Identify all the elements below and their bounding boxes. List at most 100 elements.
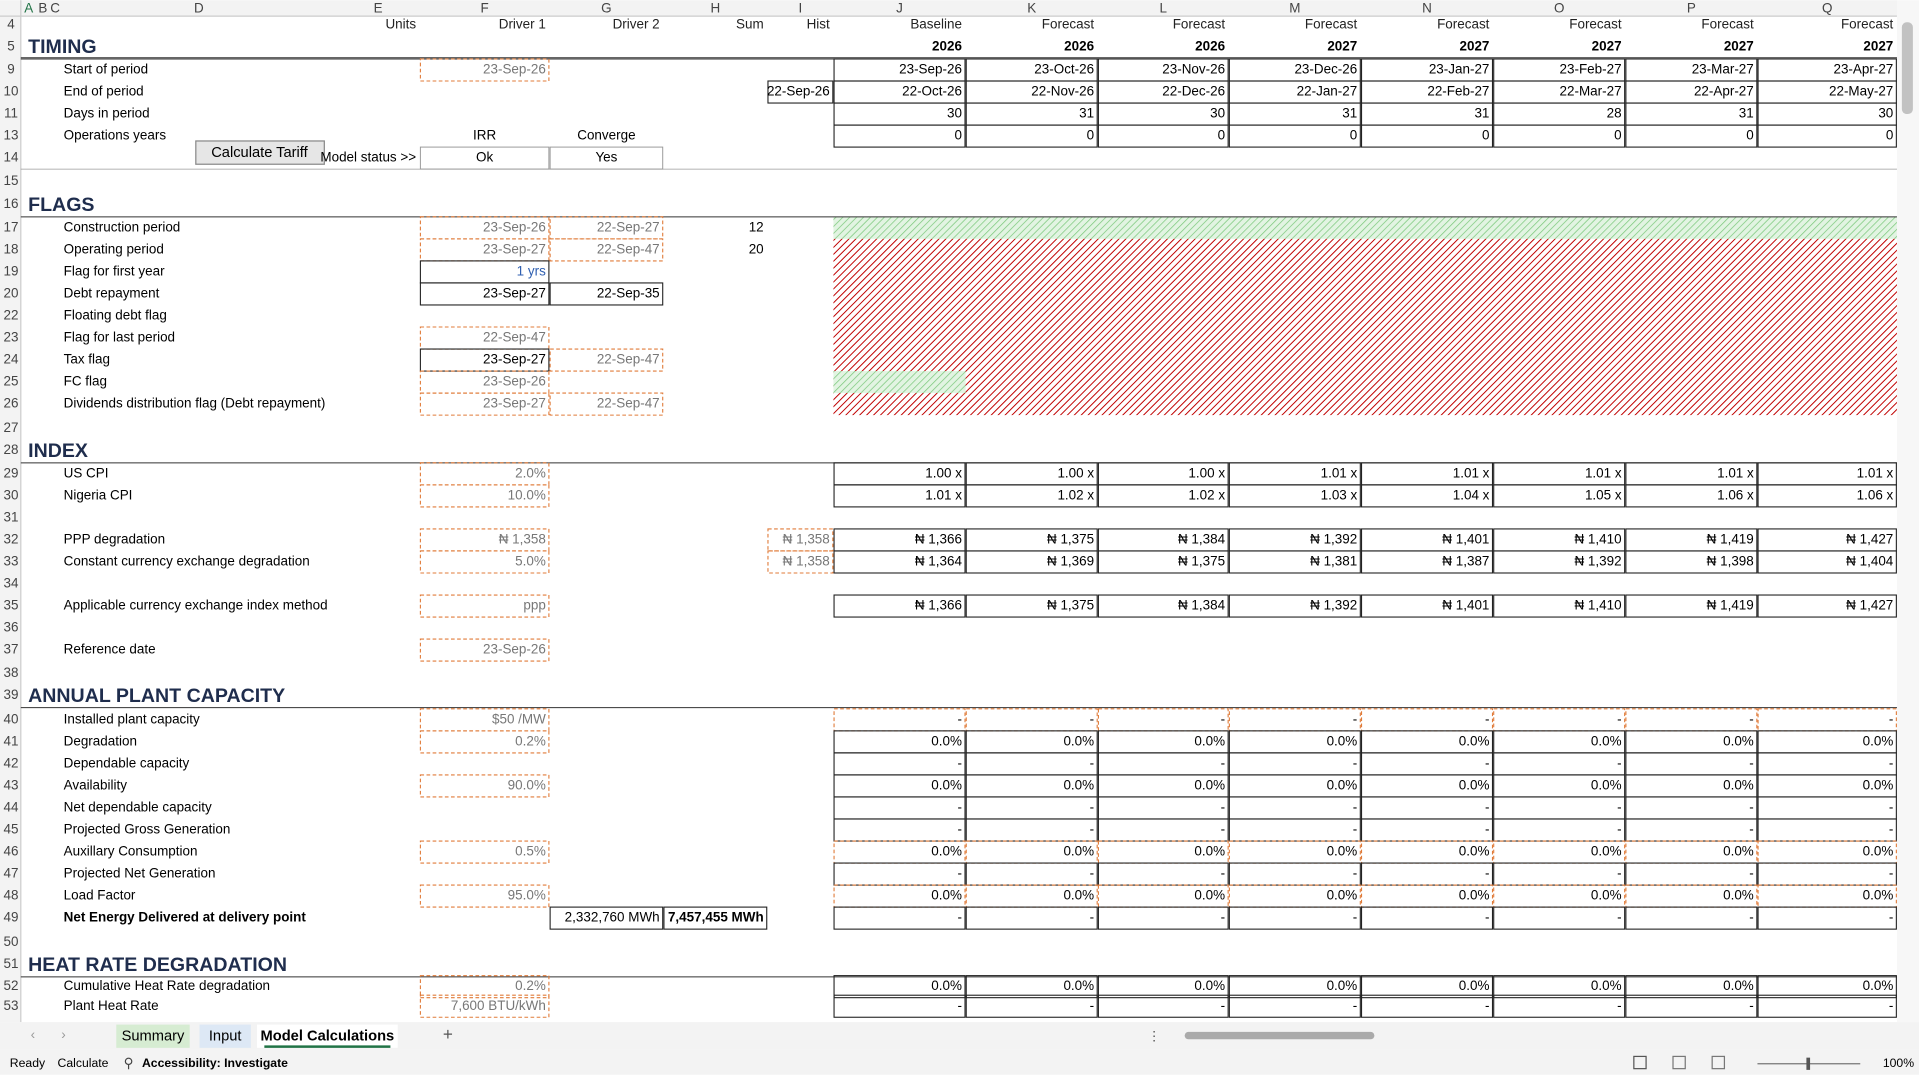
cell-border xyxy=(833,594,966,618)
cell-text: - xyxy=(1221,711,1225,726)
cell-text: 0.0% xyxy=(1194,844,1225,859)
cell-text: - xyxy=(1749,998,1753,1013)
button-label[interactable]: Calculate Tariff xyxy=(211,145,308,161)
cell-text: - xyxy=(1889,711,1893,726)
cell-border xyxy=(1360,484,1494,508)
cell-text: 0.0% xyxy=(1591,844,1622,859)
zoom-thumb[interactable] xyxy=(1806,1057,1811,1070)
cell-text: Model status >> xyxy=(320,150,416,165)
cell-text: - xyxy=(1749,711,1753,726)
cell-text: 23-Jan-27 xyxy=(1429,62,1490,77)
cell-text: Plant Heat Rate xyxy=(64,998,159,1013)
v-scroll-thumb[interactable] xyxy=(1901,22,1913,115)
cell-text: Forecast xyxy=(1173,16,1226,31)
button[interactable] xyxy=(195,140,325,165)
sheet-tab-label[interactable]: Summary xyxy=(122,1029,185,1045)
cell-text: 31 xyxy=(1342,106,1357,121)
cell-text: Net dependable capacity xyxy=(64,800,212,815)
cell-border xyxy=(549,238,664,262)
sheet-tab[interactable] xyxy=(199,1024,251,1048)
cell-border xyxy=(549,146,664,170)
status-accessibility[interactable]: Accessibility: Investigate xyxy=(142,1056,288,1070)
cell-text: 22-Mar-27 xyxy=(1560,84,1622,99)
cell-border xyxy=(1360,840,1494,864)
v-scrollbar[interactable] xyxy=(1896,0,1919,1023)
cell-border xyxy=(965,840,1098,864)
cell-text: 22-Jan-27 xyxy=(1297,84,1358,99)
cell-border xyxy=(767,550,834,574)
cell-text: 31 xyxy=(1474,106,1489,121)
cell-text: 12 xyxy=(749,219,764,234)
cell-border xyxy=(833,124,966,148)
sheet-tab[interactable] xyxy=(116,1024,190,1048)
zoom-level[interactable]: 100% xyxy=(1883,1056,1914,1070)
row-number: 46 xyxy=(4,844,19,859)
cell-border xyxy=(833,906,966,930)
cell-border xyxy=(1625,884,1758,908)
cell-border xyxy=(1360,594,1494,618)
row-number: 26 xyxy=(4,396,19,411)
cell-text: ₦ 1,358 xyxy=(783,554,830,569)
page-layout-view[interactable] xyxy=(1672,1055,1686,1070)
add-sheet[interactable]: + xyxy=(443,1024,453,1044)
cell-text: Construction period xyxy=(64,219,181,234)
cell-border xyxy=(1493,818,1626,842)
column-letter: J xyxy=(896,0,903,15)
cell-text: - xyxy=(1617,998,1621,1013)
cell-text: - xyxy=(957,822,961,837)
cell-text: - xyxy=(1889,822,1893,837)
row-number: 36 xyxy=(4,620,19,635)
cell-text: ₦ 1,381 xyxy=(1310,554,1357,569)
cell-text: 0.0% xyxy=(1723,844,1754,859)
cell-border xyxy=(1493,124,1626,148)
cell-text: - xyxy=(1749,866,1753,881)
cell-border xyxy=(419,994,550,1018)
cell-text: 23-Feb-27 xyxy=(1560,62,1622,77)
cell-text: 23-Sep-27 xyxy=(483,286,546,301)
more[interactable]: ⋮ xyxy=(1147,1028,1160,1043)
status-bar xyxy=(0,1049,1919,1075)
row-number: 28 xyxy=(4,442,19,457)
cell-text: 0.0% xyxy=(1459,778,1490,793)
normal-view[interactable] xyxy=(1633,1055,1647,1070)
cell-text: 2027 xyxy=(1863,38,1893,53)
cell-border xyxy=(965,994,1098,1018)
next-sheet[interactable]: › xyxy=(61,1027,65,1042)
page-break-view[interactable] xyxy=(1711,1055,1726,1070)
cell-text: 0.0% xyxy=(1063,844,1094,859)
cell-text: - xyxy=(1617,711,1621,726)
cell-border xyxy=(1625,708,1758,732)
cell-text: End of period xyxy=(64,84,144,99)
h-scroll-thumb[interactable] xyxy=(1184,1031,1375,1040)
cell-border xyxy=(663,906,768,930)
row-number: 24 xyxy=(4,352,19,367)
cell-border xyxy=(833,884,966,908)
column-letter: O xyxy=(1554,0,1564,15)
cell-text: ₦ 1,384 xyxy=(1178,532,1226,547)
cell-text: ₦ 1,387 xyxy=(1442,554,1489,569)
sheet-tab[interactable] xyxy=(257,1024,398,1048)
cell-text: 23-Mar-27 xyxy=(1692,62,1754,77)
row-number: 17 xyxy=(4,219,19,234)
cell-text: - xyxy=(1090,998,1094,1013)
cell-border xyxy=(549,348,664,372)
sheet-tab-label[interactable]: Model Calculations xyxy=(261,1029,395,1045)
sheet-tab-label[interactable]: Input xyxy=(209,1029,242,1045)
cell-text: - xyxy=(1617,910,1621,925)
cell-text: 30 xyxy=(1878,106,1893,121)
cell-border xyxy=(1228,818,1361,842)
cell-text: Load Factor xyxy=(64,888,136,903)
cell-text: 0.0% xyxy=(1327,844,1358,859)
cell-text: Driver 2 xyxy=(613,16,660,31)
status-calc[interactable]: Calculate xyxy=(58,1056,109,1070)
cell-text: 2027 xyxy=(1327,38,1357,53)
cell-text: 22-Sep-27 xyxy=(597,219,660,234)
flag-hatch xyxy=(833,238,1897,416)
cell-border xyxy=(1625,906,1758,930)
row-number: 30 xyxy=(4,487,19,502)
prev-sheet[interactable]: ‹ xyxy=(31,1027,35,1042)
cell-text: $50 /MW xyxy=(492,711,546,726)
cell-text: 0.0% xyxy=(1591,778,1622,793)
cell-text: - xyxy=(1090,711,1094,726)
